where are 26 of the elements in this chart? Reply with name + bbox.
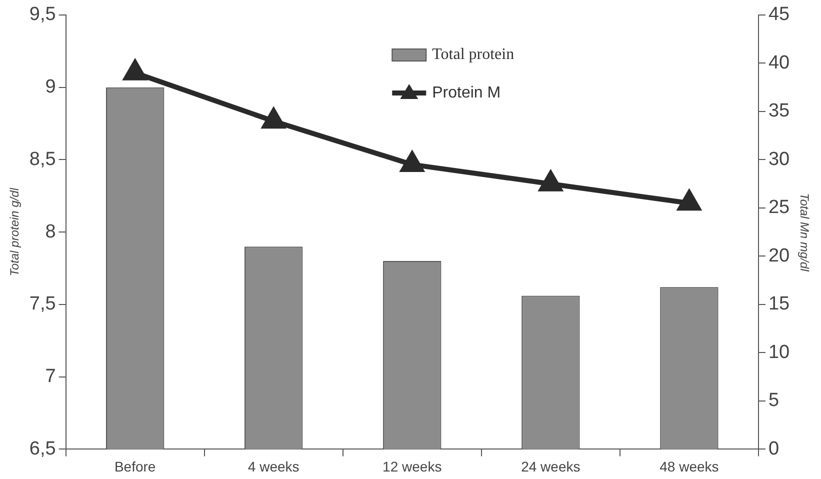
x-tick-label: 12 weeks (382, 458, 442, 474)
y2-axis-title: Total Mn mg/dl (797, 192, 812, 272)
y2-tick-label: 10 (768, 342, 790, 363)
y-tick-label: 7,5 (29, 294, 56, 315)
y2-tick-label: 30 (768, 148, 790, 170)
y2-tick-label: 5 (768, 390, 780, 412)
x-tick-label: 4 weeks (248, 458, 300, 474)
y-tick-label: 9,5 (29, 4, 56, 26)
y2-tick-label: 20 (768, 245, 790, 266)
y-tick-label: 6,5 (29, 438, 56, 460)
y-axis-title: Total protein g/dl (8, 188, 22, 276)
y-tick-label: 9 (45, 76, 56, 98)
legend-label: Protein M (432, 84, 501, 102)
x-tick-label: Before (114, 458, 156, 474)
y-tick-label: 7 (45, 366, 56, 388)
y2-tick-label: 35 (768, 100, 790, 122)
y-tick-label: 8,5 (29, 148, 56, 170)
legend-label: Total protein (432, 46, 514, 64)
y-tick-label: 8 (45, 221, 56, 242)
y2-tick-label: 0 (768, 438, 780, 460)
y2-tick-label: 45 (768, 4, 790, 26)
y2-tick-label: 25 (768, 197, 790, 218)
x-tick-label: 24 weeks (521, 458, 580, 474)
y2-tick-label: 15 (768, 294, 790, 315)
x-tick-label: 48 weeks (660, 458, 719, 474)
y2-tick-label: 40 (768, 52, 790, 74)
